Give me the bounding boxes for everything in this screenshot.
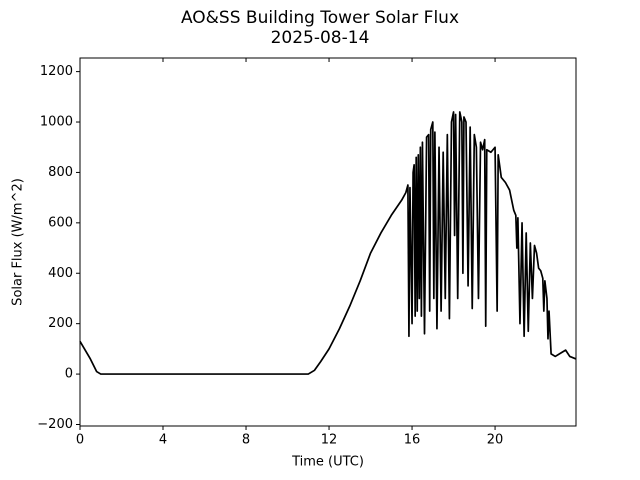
- y-tick-label: 400: [48, 266, 73, 281]
- x-tick-label: 8: [242, 433, 250, 448]
- x-tick-label: 4: [159, 433, 167, 448]
- x-tick-label: 0: [76, 433, 84, 448]
- chart-subtitle: 2025-08-14: [271, 28, 370, 48]
- chart-title: AO&SS Building Tower Solar Flux: [181, 8, 459, 28]
- x-axis-label: Time (UTC): [291, 455, 364, 470]
- x-tick-label: 12: [321, 433, 338, 448]
- x-tick-label: 20: [487, 433, 504, 448]
- y-tick-label: 0: [65, 367, 73, 382]
- y-tick-label: 200: [48, 316, 73, 331]
- data-line: [79, 111, 577, 375]
- y-tick-label: −200: [37, 417, 73, 432]
- y-tick-label: 1200: [40, 64, 73, 79]
- y-tick-label: 800: [48, 165, 73, 180]
- y-tick-label: 1000: [40, 115, 73, 130]
- plot-frame: [79, 57, 577, 427]
- y-tick-label: 600: [48, 215, 73, 230]
- y-axis-label: Solar Flux (W/m^2): [11, 178, 26, 306]
- x-tick-label: 16: [404, 433, 421, 448]
